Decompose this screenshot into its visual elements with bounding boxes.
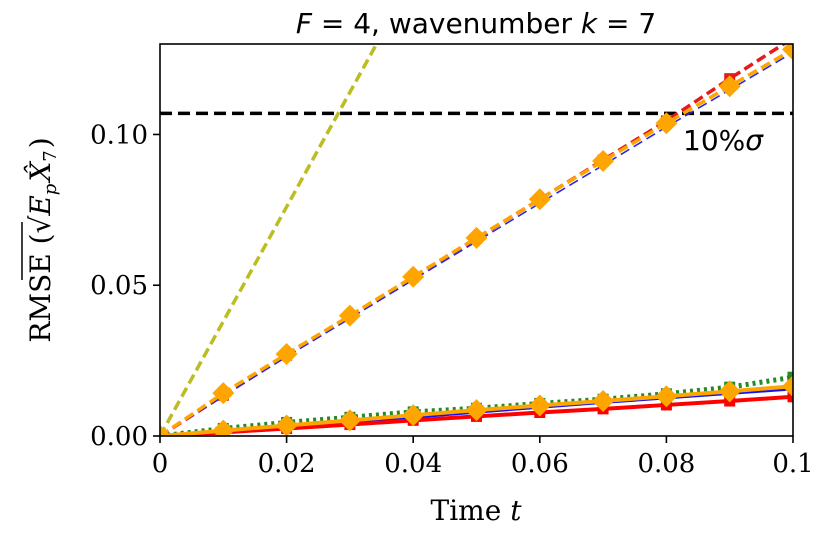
plot-frame (159, 43, 794, 437)
series-7-marker-1 (212, 419, 235, 436)
title-suffix: = 7 (597, 7, 656, 40)
series-6-marker-10 (787, 391, 793, 403)
x-tick-label-3: 0.06 (511, 449, 569, 479)
y-tick-label-2: 0.10 (90, 120, 148, 150)
series-3-marker-1 (212, 382, 235, 405)
x-axis-title-var: t (510, 494, 522, 527)
series-3-marker-7 (592, 149, 615, 172)
x-tick-label-4: 0.08 (637, 449, 695, 479)
x-tick-label-1: 0.02 (258, 449, 316, 479)
series-3-marker-8 (655, 112, 678, 135)
threshold-label-sym: σ (745, 124, 764, 157)
y-axis-prefix: RMSE ( (24, 233, 57, 342)
y-axis-x: X̂ (24, 161, 57, 184)
y-tick-label-1: 0.05 (90, 271, 148, 301)
series-line-2 (160, 51, 793, 436)
series-3-marker-4 (402, 265, 425, 288)
threshold-label: 10%σ (683, 124, 764, 157)
x-axis-title: Time t (431, 494, 523, 527)
series-7-marker-6 (528, 394, 551, 417)
series-7-marker-4 (402, 404, 425, 427)
y-axis-7: 7 (40, 150, 61, 161)
series-3-marker-10 (782, 44, 793, 61)
y-axis-close: ) (24, 137, 57, 148)
x-axis-title-space (501, 494, 510, 527)
series-7-marker-9 (718, 380, 741, 403)
series-line-0 (160, 44, 379, 436)
y-axis-title: RMSE (√EpX̂7) (21, 137, 61, 343)
title-f: F (296, 7, 313, 40)
x-tick-label-2: 0.04 (384, 449, 442, 479)
series-3-marker-3 (338, 304, 361, 327)
threshold-label-num: 10% (683, 124, 745, 157)
series-7-marker-10 (782, 375, 793, 398)
series-3-marker-2 (275, 342, 298, 365)
series-7-marker-5 (465, 399, 488, 422)
series-3-marker-6 (528, 188, 551, 211)
series-7-marker-0 (160, 425, 171, 436)
title-k: k (581, 7, 599, 40)
series-7-marker-2 (275, 414, 298, 436)
series-3-marker-5 (465, 226, 488, 249)
x-tick-label-5: 0.1 (772, 449, 813, 479)
y-axis-p: p (40, 183, 61, 195)
series-line-3 (160, 47, 793, 436)
x-tick-label-0: 0 (152, 449, 169, 479)
series-layer (160, 32, 799, 436)
x-axis-title-text: Time (431, 494, 502, 527)
chart-title: F = 4, wavenumber k = 7 (296, 7, 656, 40)
series-7-marker-3 (338, 409, 361, 432)
series-3-marker-9 (718, 75, 741, 98)
y-tick-label-0: 0.00 (90, 422, 148, 452)
y-axis-e: E (24, 195, 57, 216)
series-7-marker-7 (592, 390, 615, 413)
y-axis-title-text: RMSE (√EpX̂7) (24, 137, 61, 342)
series-7-marker-8 (655, 385, 678, 408)
tick-layer: 0 0.02 0.04 0.06 0.08 0.1 0.00 0.05 0.10 (90, 120, 814, 479)
series-4-marker-10 (787, 371, 793, 383)
title-mid: = 4, wavenumber (312, 7, 581, 40)
y-axis-sqrt: √ (24, 215, 57, 233)
series-1-marker-10 (788, 32, 799, 43)
